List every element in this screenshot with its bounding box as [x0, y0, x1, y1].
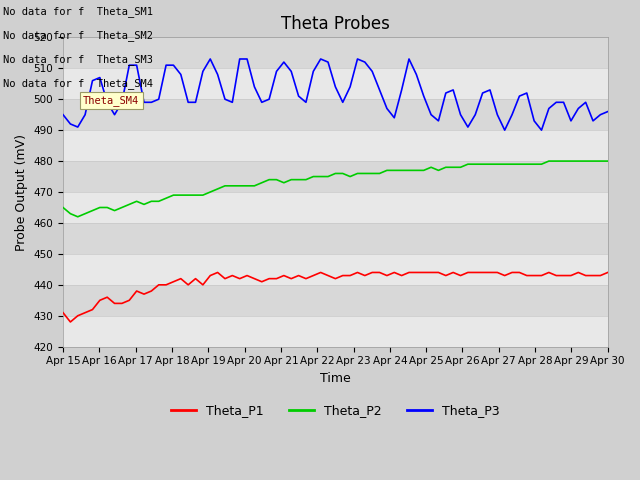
Theta_P2 [545, 158, 553, 164]
Theta_P1 [501, 273, 509, 278]
Theta_P2 [604, 158, 612, 164]
Bar [63, 192, 608, 223]
Legend: Theta_P1, Theta_P2, Theta_P3: Theta_P1, Theta_P2, Theta_P3 [166, 399, 504, 422]
Theta_P3 [479, 90, 486, 96]
Bar [63, 99, 608, 130]
Line: Theta_P1: Theta_P1 [63, 273, 608, 322]
Theta_P3 [508, 112, 516, 118]
Theta_P3 [59, 112, 67, 118]
Theta_P2 [479, 161, 486, 167]
Theta_P2 [516, 161, 524, 167]
Theta_P2 [493, 161, 501, 167]
Theta_P3 [493, 112, 501, 118]
Theta_P2 [560, 158, 568, 164]
Theta_P3 [560, 99, 568, 105]
Text: No data for f  Theta_SM1: No data for f Theta_SM1 [3, 6, 153, 17]
Theta_P2 [111, 208, 118, 214]
Bar [63, 316, 608, 347]
Theta_P3 [604, 108, 612, 114]
Line: Theta_P2: Theta_P2 [63, 161, 608, 217]
Line: Theta_P3: Theta_P3 [63, 59, 608, 130]
X-axis label: Time: Time [320, 372, 351, 385]
Theta_P2 [501, 161, 509, 167]
Theta_P1 [604, 270, 612, 276]
Theta_P3 [103, 99, 111, 105]
Bar [63, 37, 608, 68]
Theta_P1 [486, 270, 494, 276]
Text: No data for f  Theta_SM4: No data for f Theta_SM4 [3, 78, 153, 89]
Theta_P1 [560, 273, 568, 278]
Bar [63, 285, 608, 316]
Y-axis label: Probe Output (mV): Probe Output (mV) [15, 133, 28, 251]
Bar [63, 254, 608, 285]
Bar [63, 161, 608, 192]
Text: Theta_SM4: Theta_SM4 [83, 95, 140, 106]
Theta_P3 [207, 56, 214, 62]
Bar [63, 130, 608, 161]
Theta_P1 [214, 270, 221, 276]
Text: No data for f  Theta_SM3: No data for f Theta_SM3 [3, 54, 153, 65]
Theta_P1 [59, 310, 67, 315]
Theta_P3 [523, 90, 531, 96]
Text: No data for f  Theta_SM2: No data for f Theta_SM2 [3, 30, 153, 41]
Theta_P1 [523, 273, 531, 278]
Bar [63, 223, 608, 254]
Theta_P1 [67, 319, 74, 325]
Theta_P2 [74, 214, 81, 220]
Theta_P1 [508, 270, 516, 276]
Theta_P1 [111, 300, 118, 306]
Theta_P3 [501, 127, 509, 133]
Title: Theta Probes: Theta Probes [281, 15, 390, 33]
Bar [63, 68, 608, 99]
Theta_P2 [59, 204, 67, 210]
